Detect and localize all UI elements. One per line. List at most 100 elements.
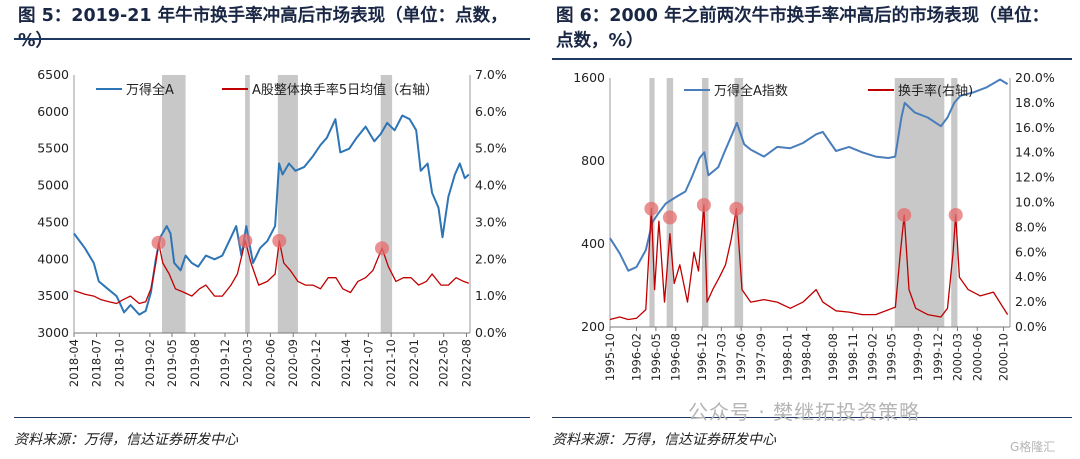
left-y-left-tick: 3500 [37,288,69,303]
right-x-tick-label: 1999-05 [885,333,899,381]
right-y-left-tick: 800 [581,153,605,168]
right-highlight-marker [662,210,677,225]
right-highlight-marker [644,201,659,216]
right-shaded-region [666,78,674,327]
left-highlight-marker [151,235,166,250]
right-y-right-tick: 4.0% [1015,269,1047,284]
left-series-line-1 [73,240,470,305]
left-highlight-marker [272,233,287,248]
left-y-right-tick: 1.0% [475,288,507,303]
right-title-rule [552,58,1072,60]
right-highlight-marker [729,201,744,216]
left-highlight-marker [238,233,253,248]
left-x-tick-label: 2018-04 [67,339,81,387]
left-x-tick-label: 2018-10 [112,339,126,387]
left-legend-label-1: A股整体换手率5日均值（右轴） [252,82,438,98]
left-source-rule [14,417,530,418]
left-x-tick-label: 2022-08 [460,339,474,387]
right-source-rule [552,417,1072,418]
right-source: 资料来源：万得，信达证券研发中心 [552,432,776,448]
left-shaded-region [277,75,298,333]
right-chart: 200 400 800 1600 0.0% 2.0% 4.0% 6.0% 8.0% 10.0% 12… [573,70,1055,381]
right-shaded-region [951,78,958,327]
right-y-right-tick: 2.0% [1015,294,1047,309]
right-highlight-marker [696,197,711,212]
right-y-right-tick: 12.0% [1015,170,1055,185]
left-chart: 3000 3500 4000 4500 5000 5500 6000 6500 0.0% 1.0%… [37,67,507,387]
right-x-tick-label: 1999-09 [911,333,925,381]
left-y-right-tick: 2.0% [475,251,507,266]
right-x-tick-label: 1998-04 [800,333,814,381]
right-x-tick-label: 1996-05 [649,333,663,381]
left-x-tick-label: 2019-05 [165,339,179,387]
right-x-tick-label: 2000-10 [997,333,1011,381]
left-x-tick-label: 2020-09 [286,339,300,387]
right-shaded-region [894,78,945,327]
right-y-right-tick: 8.0% [1015,219,1047,234]
left-x-tick-label: 2019-12 [218,339,232,387]
left-series-line-0 [73,114,470,316]
right-x-tick-label: 1997-06 [734,333,748,381]
left-y-left-tick: 6500 [37,67,69,82]
right-x-tick-label: 1999-02 [866,333,880,381]
left-figure-title: 图 5：2019-21 年牛市换手率冲高后市场表现（单位：点数，%） [18,6,508,51]
left-y-right-tick: 6.0% [475,104,507,119]
left-y-right-tick: 7.0% [475,67,507,82]
left-y-left-tick: 5000 [37,178,69,193]
right-highlight-marker [948,207,963,222]
left-x-tick-label: 2022-05 [437,339,451,387]
left-x-tick-label: 2019-02 [143,339,157,387]
right-legend-label-1: 换手率(右轴) [898,83,973,99]
left-x-tick-label: 2020-12 [309,339,323,387]
right-y-right-tick: 18.0% [1015,95,1055,110]
left-y-left-tick: 6000 [37,104,69,119]
right-x-tick-label: 1997-09 [754,333,768,381]
watermark-text: 公众号 · 樊继拓投资策略 [688,400,921,424]
left-y-left-tick: 4000 [37,251,69,266]
right-x-tick-label: 1998-01 [780,333,794,381]
right-x-tick-label: 1999-12 [931,333,945,381]
left-x-tick-label: 2022-01 [407,339,421,387]
right-y-right-tick: 16.0% [1015,120,1055,135]
right-y-right-tick: 0.0% [1015,319,1047,334]
right-y-left-tick: 400 [581,236,605,251]
right-y-right-tick: 20.0% [1015,70,1055,85]
left-x-tick-label: 2021-10 [384,339,398,387]
right-legend-label-0: 万得全A指数 [714,83,788,99]
left-y-right-tick: 0.0% [475,325,507,340]
left-legend-label-0: 万得全A [126,82,174,98]
right-y-left-tick: 200 [581,319,605,334]
left-y-right-tick: 5.0% [475,141,507,156]
left-x-tick-label: 2019-08 [188,339,202,387]
left-title-rule [14,38,530,40]
right-y-left-tick: 1600 [573,70,605,85]
left-figure: 图 5：2019-21 年牛市换手率冲高后市场表现（单位：点数，%） 3000 3… [0,0,530,459]
left-shaded-region [162,75,186,333]
right-series-line-1 [609,204,1009,321]
right-x-tick-label: 1997-03 [714,333,728,381]
right-x-tick-label: 1996-02 [629,333,643,381]
left-y-right-tick: 4.0% [475,178,507,193]
right-x-tick-label: 1995-10 [603,333,617,381]
right-figure: 图 6：2000 年之前两次牛市换手率冲高后的市场表现（单位：点数，%） 200… [548,0,1080,459]
right-x-tick-label: 2000-06 [970,333,984,381]
right-x-tick-label: 1996-12 [695,333,709,381]
left-shaded-region [380,75,393,333]
right-series-line-0 [609,78,1009,272]
right-x-tick-label: 2000-03 [950,333,964,381]
left-highlight-marker [374,241,389,256]
left-y-right-tick: 3.0% [475,214,507,229]
right-x-tick-label: 1998-08 [826,333,840,381]
left-x-tick-label: 2020-03 [241,339,255,387]
left-source: 资料来源：万得，信达证券研发中心 [14,432,238,448]
right-x-tick-label: 1996-08 [669,333,683,381]
right-highlight-marker [897,207,912,222]
right-y-right-tick: 14.0% [1015,145,1055,160]
right-y-right-tick: 10.0% [1015,195,1055,210]
watermark-badge: G格隆汇 [1010,440,1056,454]
left-y-left-tick: 3000 [37,325,69,340]
left-x-tick-label: 2018-07 [90,339,104,387]
left-x-tick-label: 2021-07 [361,339,375,387]
left-x-tick-label: 2021-04 [339,339,353,387]
right-y-right-tick: 6.0% [1015,244,1047,259]
